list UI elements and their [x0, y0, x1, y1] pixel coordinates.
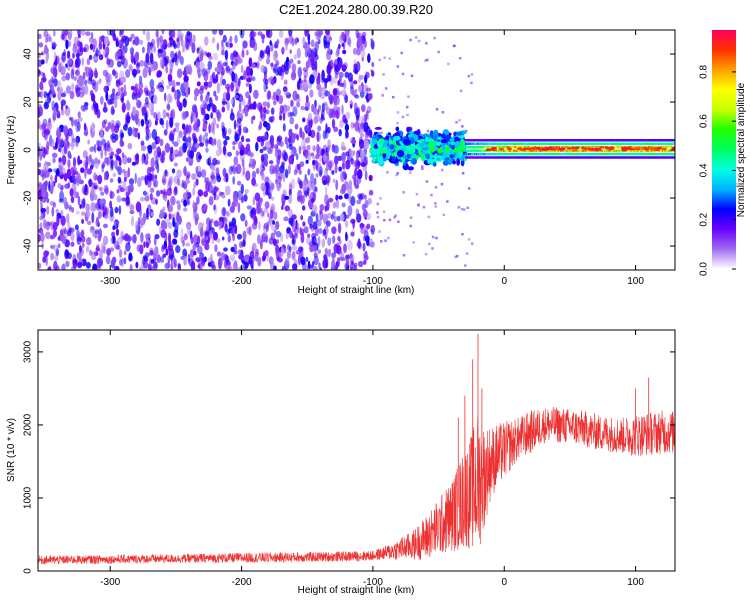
spectrogram-x-label: Height of straight line (km)	[298, 285, 415, 296]
snr-y-axis: 0 1000 2000 3000	[23, 340, 675, 574]
spectrogram-x-tick-label: 0	[501, 276, 507, 287]
snr-y-tick-label: 1000	[23, 486, 34, 509]
snr-series-line	[38, 406, 675, 566]
snr-y-tick-label: 3000	[23, 340, 34, 363]
spectrogram-y-tick-label: -20	[23, 190, 34, 205]
colorbar: 0.0 0.2 0.4 0.6 0.8 Normalized spectral ampl…	[699, 30, 747, 276]
spectrogram-x-axis: -300 -200 -100 0 100	[100, 30, 644, 287]
spectrogram-y-axis: -40 -20 0 20 40	[23, 48, 675, 253]
colorbar-ticks: 0.0 0.2 0.4 0.6 0.8	[699, 64, 736, 276]
spectrogram-x-tick-label: -200	[232, 276, 252, 287]
snr-x-tick-label: -100	[363, 577, 383, 588]
spectrogram-signal-layer	[369, 126, 675, 171]
snr-x-tick-label: 0	[501, 577, 507, 588]
spectrogram-y-tick-label: 20	[23, 96, 34, 108]
colorbar-tick-label: 0.0	[699, 262, 710, 276]
colorbar-scale	[712, 30, 736, 269]
snr-y-tick-label: 0	[23, 568, 34, 574]
snr-frame	[37, 329, 676, 572]
snr-x-tick-label: -200	[232, 577, 252, 588]
snr-x-tick-label: 100	[627, 577, 644, 588]
spectrogram-x-tick-label: -100	[363, 276, 383, 287]
figure-title: C2E1.2024.280.00.39.R20	[279, 2, 433, 17]
spectrogram-x-tick-label: 100	[627, 276, 644, 287]
spectrogram-y-tick-label: 0	[23, 147, 34, 153]
snr-panel: -300 -200 -100 0 100 0 1000 2000 3000 Height of…	[6, 329, 676, 596]
snr-x-tick-label: -300	[100, 577, 120, 588]
colorbar-label: Normalized spectral amplitude	[736, 82, 747, 217]
snr-y-tick-label: 2000	[23, 413, 34, 436]
spectrogram-x-tick-label: -300	[100, 276, 120, 287]
snr-y-label: SNR (10 * v/v)	[6, 418, 17, 482]
snr-x-axis: -300 -200 -100 0 100	[100, 330, 644, 588]
spectrogram-y-tick-label: -40	[23, 238, 34, 253]
spectrogram-y-label: Frequency (Hz)	[6, 116, 17, 185]
snr-x-label: Height of straight line (km)	[298, 585, 415, 596]
spectrogram-y-tick-label: 40	[23, 48, 34, 60]
snr-spikes	[457, 333, 650, 508]
colorbar-tick-label: 0.8	[699, 64, 710, 78]
spectrogram-noise-layer	[38, 30, 474, 270]
colorbar-tick-label: 0.4	[699, 163, 710, 177]
colorbar-tick-label: 0.6	[699, 114, 710, 128]
colorbar-tick-label: 0.2	[699, 212, 710, 226]
